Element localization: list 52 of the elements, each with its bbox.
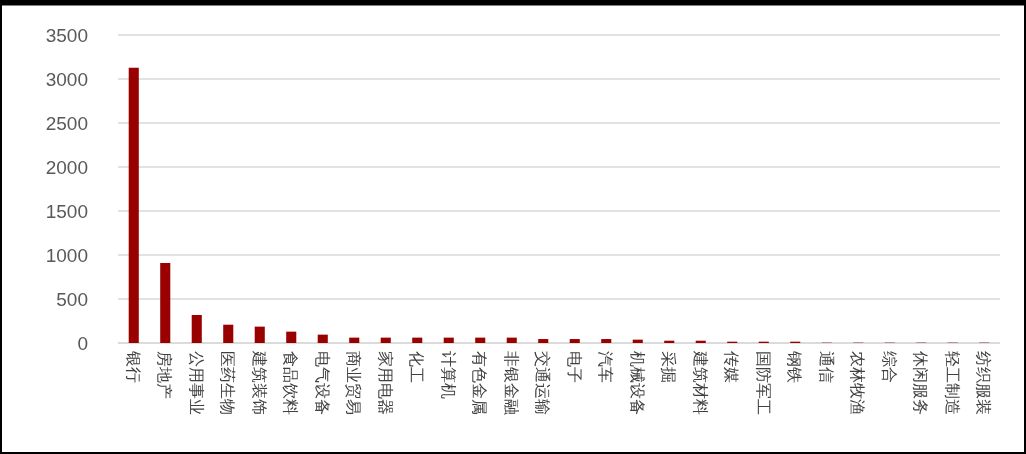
bar bbox=[380, 337, 391, 343]
bar bbox=[223, 324, 234, 343]
x-tick-label: 纺织服装 bbox=[974, 351, 994, 415]
y-tick-label: 1000 bbox=[45, 245, 88, 266]
bar bbox=[317, 334, 328, 343]
x-tick-label: 建筑材料 bbox=[690, 350, 710, 415]
x-tick-label: 汽车 bbox=[596, 351, 616, 383]
x-tick-label: 传媒 bbox=[722, 351, 742, 383]
x-tick-label: 化工 bbox=[407, 351, 427, 383]
x-tick-label: 食品饮料 bbox=[281, 351, 301, 415]
x-tick-label: 国防军工 bbox=[753, 351, 773, 415]
x-tick-label: 商业贸易 bbox=[344, 351, 364, 415]
x-tick-label: 电气设备 bbox=[312, 351, 332, 415]
x-tick-label: 计算机 bbox=[438, 351, 458, 399]
bar bbox=[128, 67, 139, 343]
x-tick-label: 房地产 bbox=[155, 351, 175, 399]
bar bbox=[601, 339, 612, 343]
x-tick-label: 交通运输 bbox=[533, 351, 553, 415]
y-tick-label: 3500 bbox=[45, 25, 88, 46]
x-tick-label: 非银金融 bbox=[501, 351, 521, 415]
x-tick-label: 钢铁 bbox=[785, 350, 805, 383]
x-tick-label: 电子 bbox=[564, 351, 584, 383]
bar bbox=[349, 337, 360, 343]
x-tick-label: 公用事业 bbox=[186, 351, 206, 415]
x-tick-label: 农林牧渔 bbox=[848, 351, 868, 415]
x-tick-label: 家用电器 bbox=[375, 351, 395, 415]
bar bbox=[286, 331, 297, 343]
bar bbox=[475, 337, 486, 343]
x-tick-label: 通信 bbox=[816, 351, 836, 383]
y-tick-label: 2500 bbox=[45, 113, 88, 134]
bar bbox=[191, 315, 202, 343]
x-tick-label: 机械设备 bbox=[627, 351, 647, 415]
x-tick-label: 轻工制造 bbox=[942, 351, 962, 415]
y-tick-label: 3000 bbox=[45, 69, 88, 90]
x-tick-label: 建筑装饰 bbox=[249, 350, 269, 415]
y-tick-label: 2000 bbox=[45, 157, 88, 178]
x-tick-label: 银行 bbox=[123, 350, 143, 383]
bar bbox=[538, 339, 549, 343]
bar bbox=[412, 337, 423, 343]
x-tick-label: 有色金属 bbox=[470, 351, 490, 415]
y-tick-label: 0 bbox=[77, 333, 88, 354]
y-tick-label: 500 bbox=[56, 289, 88, 310]
x-tick-label: 休闲服务 bbox=[911, 351, 931, 415]
y-tick-label: 1500 bbox=[45, 201, 88, 222]
x-tick-label: 采掘 bbox=[659, 351, 679, 383]
bar bbox=[254, 326, 265, 343]
bar bbox=[506, 337, 517, 343]
bar bbox=[443, 337, 454, 343]
bar bbox=[569, 339, 580, 343]
x-tick-label: 综合 bbox=[879, 351, 899, 383]
bar bbox=[160, 263, 171, 343]
x-tick-label: 医药生物 bbox=[218, 351, 238, 415]
